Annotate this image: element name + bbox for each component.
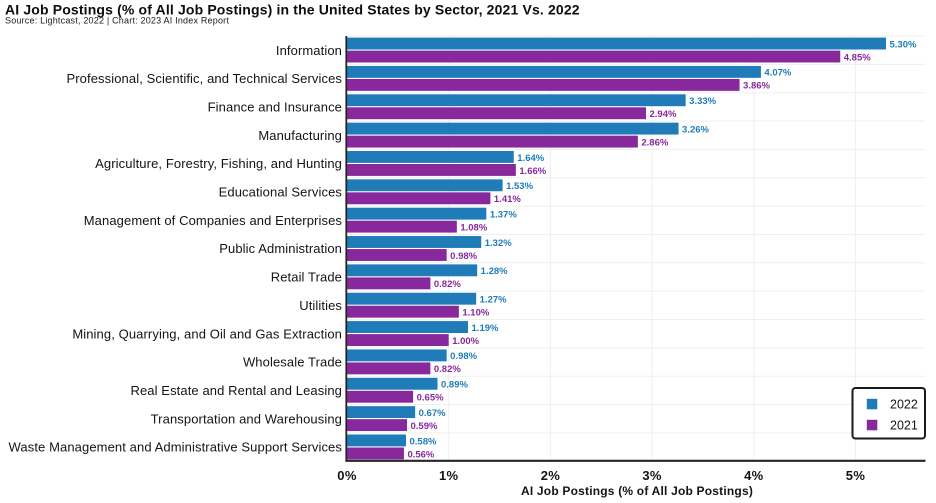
svg-text:Waste Management and Administr: Waste Management and Administrative Supp…	[9, 440, 343, 455]
svg-text:1.66%: 1.66%	[519, 166, 546, 177]
svg-text:2%: 2%	[541, 468, 561, 483]
svg-text:0%: 0%	[337, 468, 357, 483]
svg-text:0.58%: 0.58%	[409, 436, 436, 447]
svg-text:Real Estate and Rental and Lea: Real Estate and Rental and Leasing	[130, 383, 342, 398]
svg-text:2021: 2021	[890, 419, 918, 433]
svg-text:0.89%: 0.89%	[441, 380, 468, 391]
svg-text:1%: 1%	[439, 468, 459, 483]
svg-text:0.98%: 0.98%	[450, 251, 477, 262]
svg-text:Agriculture, Forestry, Fishing: Agriculture, Forestry, Fishing, and Hunt…	[95, 156, 342, 171]
svg-text:AI Job Postings (% of All Job: AI Job Postings (% of All Job Postings) …	[5, 2, 580, 18]
svg-text:3%: 3%	[642, 468, 662, 483]
svg-text:3.86%: 3.86%	[743, 81, 770, 92]
svg-text:3.33%: 3.33%	[689, 96, 716, 107]
svg-text:4%: 4%	[744, 468, 764, 483]
svg-text:5.30%: 5.30%	[890, 39, 917, 50]
svg-text:5%: 5%	[846, 468, 866, 483]
svg-text:Public Administration: Public Administration	[219, 241, 342, 256]
svg-text:4.07%: 4.07%	[764, 68, 791, 79]
svg-text:1.37%: 1.37%	[490, 209, 517, 220]
svg-text:Transportation and Warehousing: Transportation and Warehousing	[151, 411, 342, 426]
svg-text:AI Job Postings (% of All Job: AI Job Postings (% of All Job Postings)	[521, 484, 753, 498]
svg-text:0.98%: 0.98%	[450, 351, 477, 362]
svg-text:1.32%: 1.32%	[485, 238, 512, 249]
svg-text:1.27%: 1.27%	[480, 295, 507, 306]
svg-text:Utilities: Utilities	[299, 298, 342, 313]
svg-text:0.59%: 0.59%	[411, 421, 438, 432]
svg-text:Wholesale Trade: Wholesale Trade	[243, 355, 342, 370]
svg-text:1.41%: 1.41%	[494, 194, 521, 205]
svg-text:2.86%: 2.86%	[641, 137, 668, 148]
svg-text:2.94%: 2.94%	[650, 109, 677, 120]
svg-text:Mining, Quarrying, and Oil and: Mining, Quarrying, and Oil and Gas Extra…	[72, 326, 342, 341]
svg-text:Source: Lightcast, 2022 | Char: Source: Lightcast, 2022 | Chart: 2023 AI…	[5, 16, 229, 26]
svg-text:Manufacturing: Manufacturing	[258, 128, 342, 143]
svg-text:1.10%: 1.10%	[462, 308, 489, 319]
svg-text:3.26%: 3.26%	[682, 124, 709, 135]
svg-text:0.67%: 0.67%	[419, 408, 446, 419]
svg-text:0.82%: 0.82%	[434, 279, 461, 290]
svg-text:1.64%: 1.64%	[517, 153, 544, 164]
svg-text:0.82%: 0.82%	[434, 364, 461, 375]
svg-text:0.56%: 0.56%	[407, 449, 434, 460]
svg-text:1.28%: 1.28%	[481, 266, 508, 277]
svg-text:1.19%: 1.19%	[472, 323, 499, 334]
svg-text:4.85%: 4.85%	[844, 52, 871, 63]
svg-text:Finance and Insurance: Finance and Insurance	[208, 99, 342, 114]
svg-text:Retail Trade: Retail Trade	[271, 270, 342, 285]
svg-text:1.53%: 1.53%	[506, 181, 533, 192]
svg-text:Information: Information	[276, 43, 342, 58]
svg-text:1.08%: 1.08%	[460, 222, 487, 233]
svg-text:1.00%: 1.00%	[452, 336, 479, 347]
svg-text:Management of Companies and En: Management of Companies and Enterprises	[84, 213, 343, 228]
svg-text:Educational Services: Educational Services	[219, 185, 343, 200]
svg-text:Professional, Scientific, and: Professional, Scientific, and Technical …	[66, 71, 342, 86]
svg-text:0.65%: 0.65%	[417, 393, 444, 404]
svg-text:2022: 2022	[890, 398, 918, 412]
